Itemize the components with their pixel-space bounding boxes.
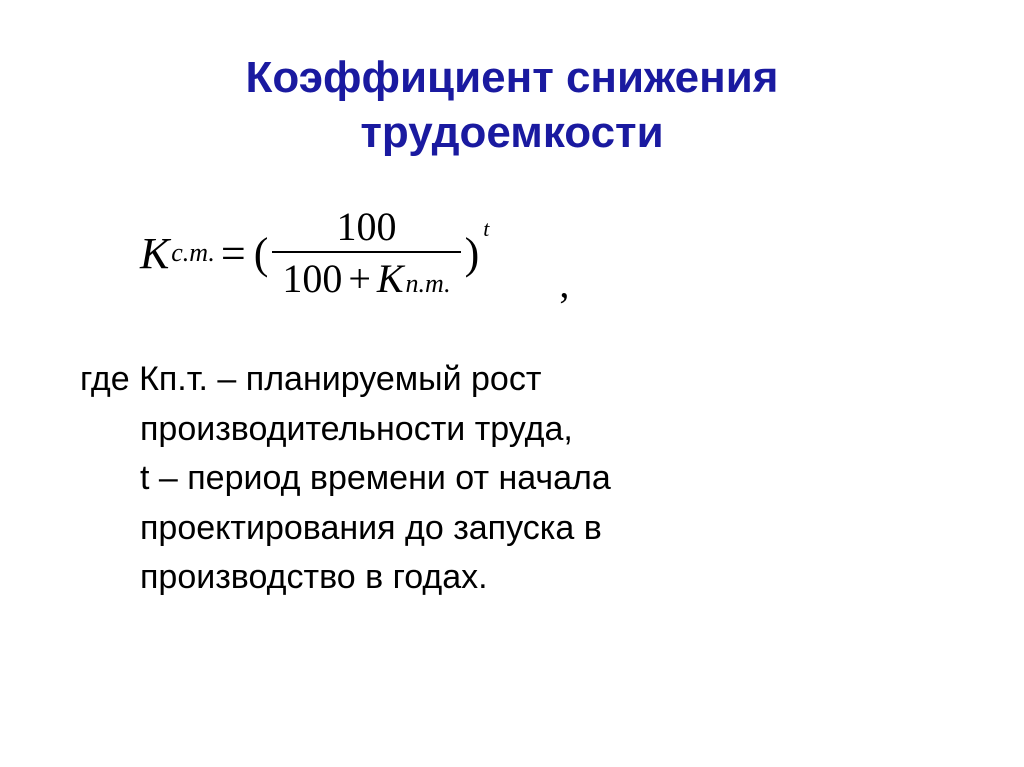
open-paren: ( [254,228,269,279]
formula-exponent: t [483,216,489,242]
den-var: К [377,257,404,301]
formula-lhs-var: К [140,228,169,279]
close-paren: ) [465,228,480,279]
den-sub: п.т. [405,270,450,299]
fraction-denominator: 100 + К п.т. [272,253,460,301]
body-text: где Кп.т. – планируемый рост производите… [80,356,944,602]
den-left: 100 [282,257,342,301]
slide-container: Коэффициент снижения трудоемкости К с.т.… [0,0,1024,767]
formula: К с.т. = ( 100 100 + К п.т. ) t , [140,205,944,301]
equals-sign: = [221,228,246,279]
title-line-2: трудоемкости [360,108,663,157]
formula-lhs-sub: с.т. [171,238,215,268]
title-line-1: Коэффициент снижения [246,53,779,102]
body-line-2: производительности труда, [80,406,944,454]
body-line-3: t – период времени от начала [80,455,944,503]
body-line-1: где Кп.т. – планируемый рост [80,356,944,404]
body-line-5: производство в годах. [80,554,944,602]
fraction-numerator: 100 [326,205,406,251]
den-plus: + [348,257,371,301]
formula-trailing-comma: , [559,260,569,307]
slide-title: Коэффициент снижения трудоемкости [80,50,944,160]
body-line-4: проектирования до запуска в [80,505,944,553]
fraction: 100 100 + К п.т. [272,205,460,301]
